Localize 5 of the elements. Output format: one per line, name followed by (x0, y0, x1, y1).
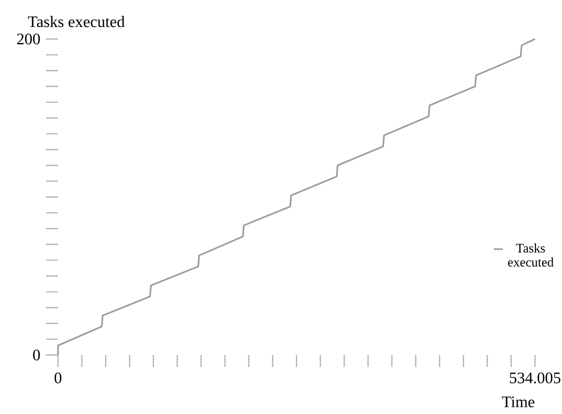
x-axis-title: Time (502, 396, 534, 408)
y-axis-title: Tasks executed (28, 16, 125, 28)
x-tick-label: 534.005 (510, 372, 560, 384)
y-tick-label: 200 (17, 34, 40, 44)
legend-label: Tasks executed (508, 243, 554, 267)
